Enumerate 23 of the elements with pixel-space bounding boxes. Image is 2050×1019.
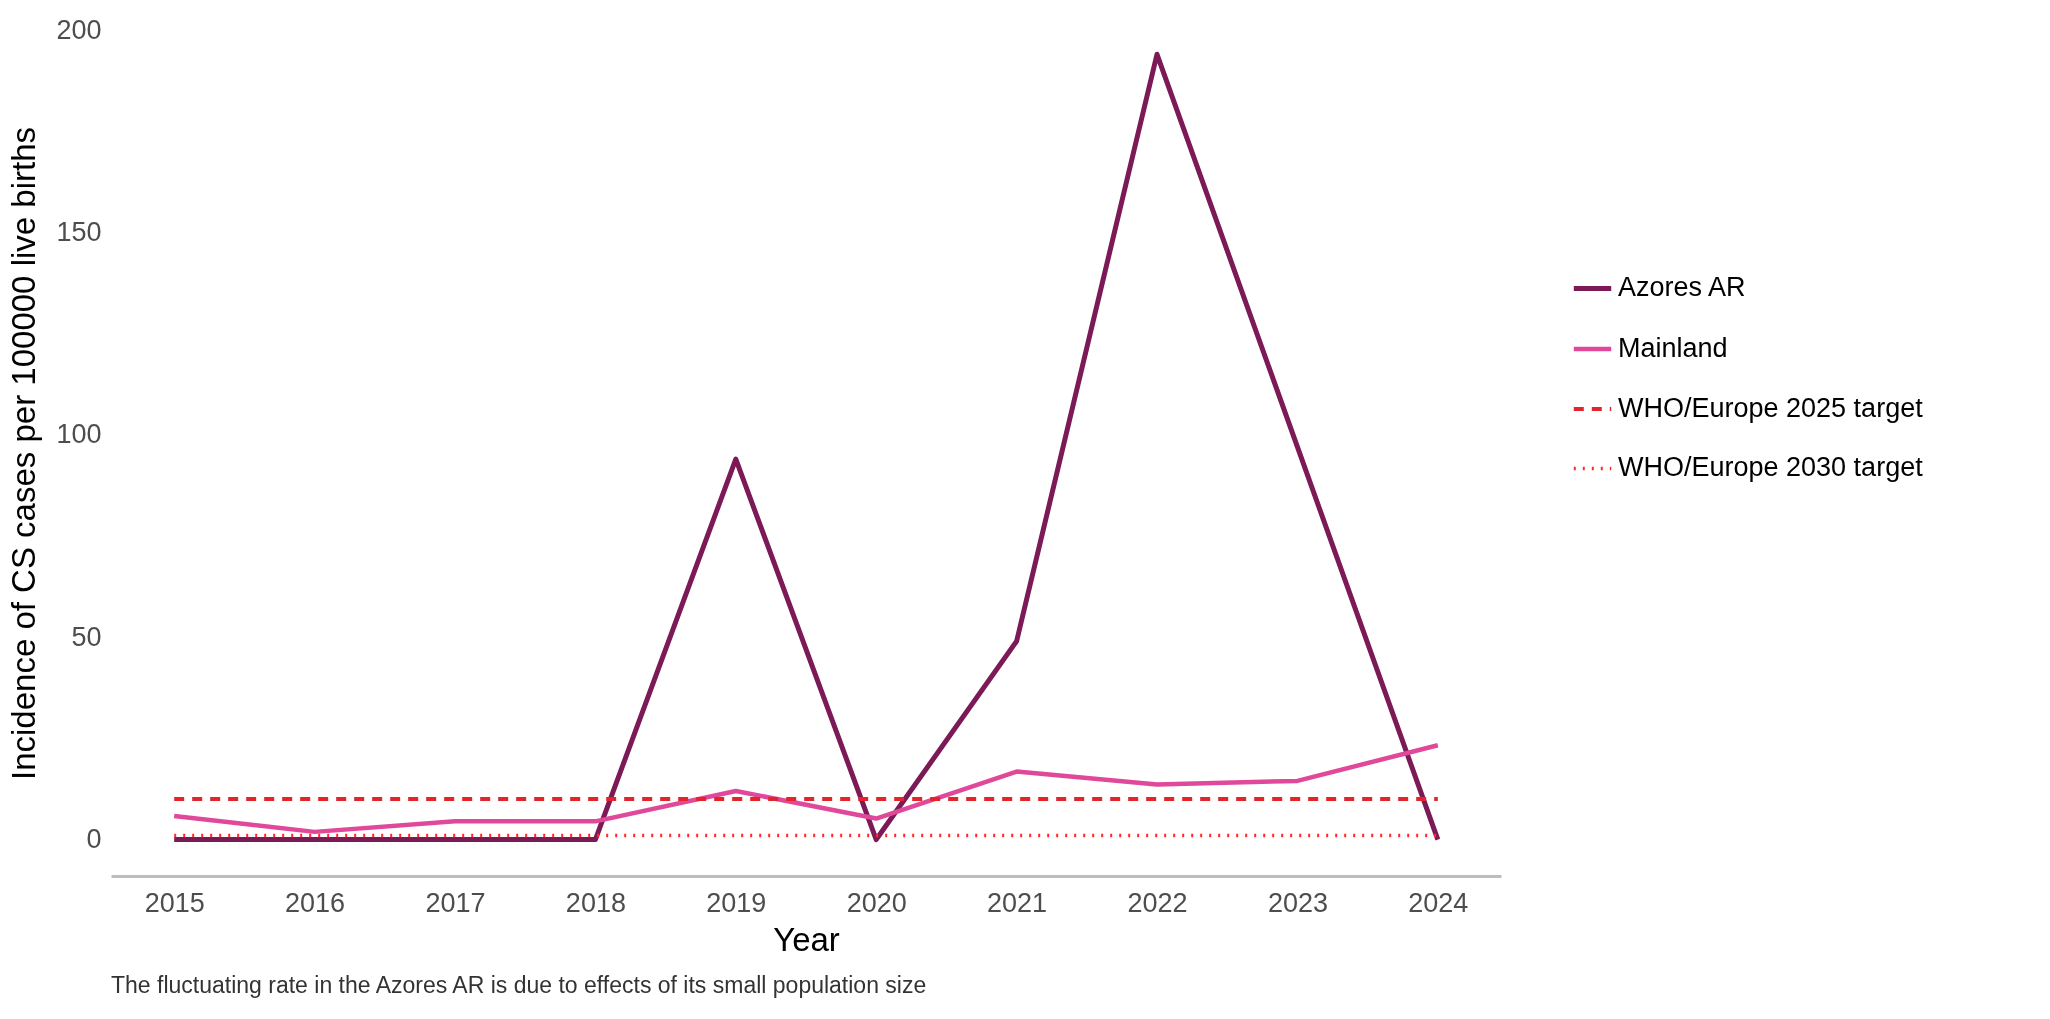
text: The fluctuating rate in the Azores AR is due to effects of its small population size <box>111 972 927 998</box>
x-tick-label: 2023 <box>1267 887 1328 918</box>
x-tick-label: 2015 <box>144 887 205 918</box>
x-tick-label: 2018 <box>565 887 626 918</box>
x-tick-label: 2020 <box>846 887 907 918</box>
y-tick-label: 200 <box>56 14 102 45</box>
line-series <box>171 743 1441 835</box>
y-tick-label: 0 <box>86 824 102 855</box>
x-tick-label: 2017 <box>425 887 486 918</box>
x-tick-label: 2016 <box>285 887 346 918</box>
legend-label: WHO/Europe 2030 target <box>1618 452 1924 483</box>
x-tick-label: 2022 <box>1127 887 1188 918</box>
x-tick-label: 2019 <box>706 887 767 918</box>
legend-label: WHO/Europe 2025 target <box>1618 392 1924 423</box>
x-tick-label: 2021 <box>987 887 1048 918</box>
legend-label: Azores AR <box>1618 272 1746 303</box>
y-tick-label: 50 <box>71 621 102 652</box>
y-tick-label: 100 <box>56 419 102 450</box>
x-axis-title: Year <box>773 920 840 958</box>
y-axis-title: Incidence of CS cases per 100000 live births <box>5 126 43 781</box>
y-tick-label: 150 <box>56 216 102 247</box>
x-tick-label: 2024 <box>1408 887 1469 918</box>
legend-label: Mainland <box>1618 332 1728 363</box>
